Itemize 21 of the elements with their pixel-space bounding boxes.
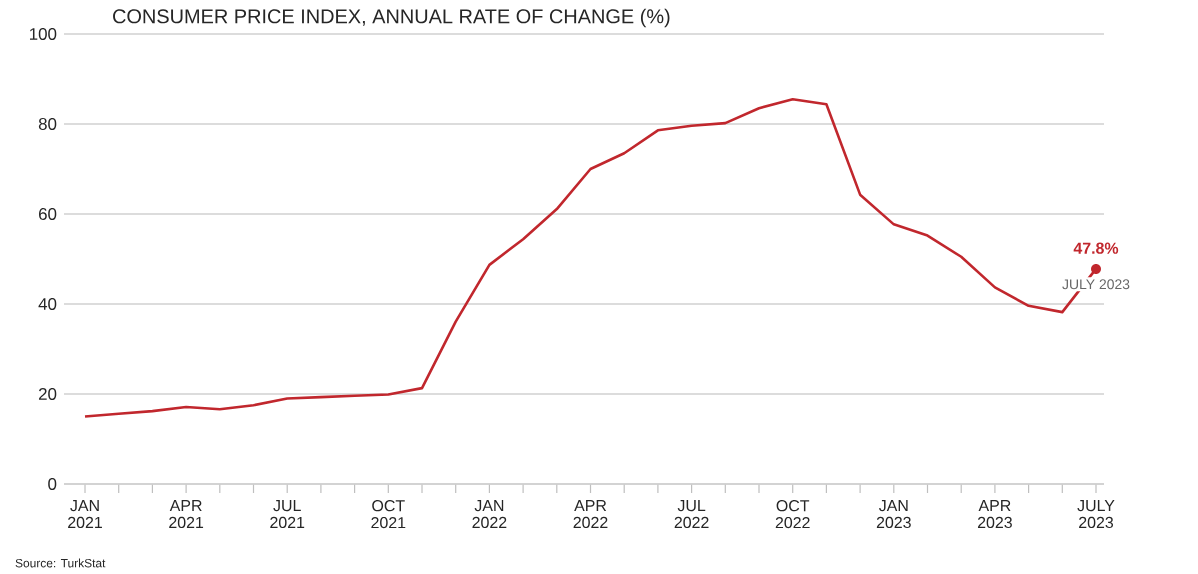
y-tick-label: 0 <box>48 478 57 490</box>
source-note: Source: TurkStat <box>15 558 106 568</box>
x-tick-label: JULY 2023 <box>1077 500 1115 529</box>
y-tick-label: 60 <box>39 208 57 220</box>
y-tick-label: 100 <box>29 28 57 40</box>
x-tick-label: OCT 2021 <box>371 500 406 529</box>
annotation: JULY 2023 <box>1062 279 1130 290</box>
x-tick-label: JUL 2022 <box>674 500 709 529</box>
annotation: 47.8% <box>1073 242 1119 254</box>
y-tick-label: 40 <box>38 298 57 310</box>
x-tick-label: JUL 2021 <box>270 500 305 529</box>
chart-title: CONSUMER PRICE INDEX, ANNUAL RATE OF CHANGE (%) <box>113 8 670 28</box>
x-tick-label: APR 2021 <box>169 500 204 529</box>
y-tick-label: 20 <box>38 388 57 400</box>
x-tick-label: JAN 2021 <box>68 500 102 529</box>
x-tick-label: JAN 2022 <box>472 500 507 529</box>
x-tick-label: OCT 2022 <box>775 500 810 529</box>
x-tick-label: APR 2022 <box>573 500 608 529</box>
x-tick-label: JAN 2023 <box>876 500 911 529</box>
y-tick-label: 80 <box>38 118 57 130</box>
x-tick-label: APR 2023 <box>977 500 1012 529</box>
